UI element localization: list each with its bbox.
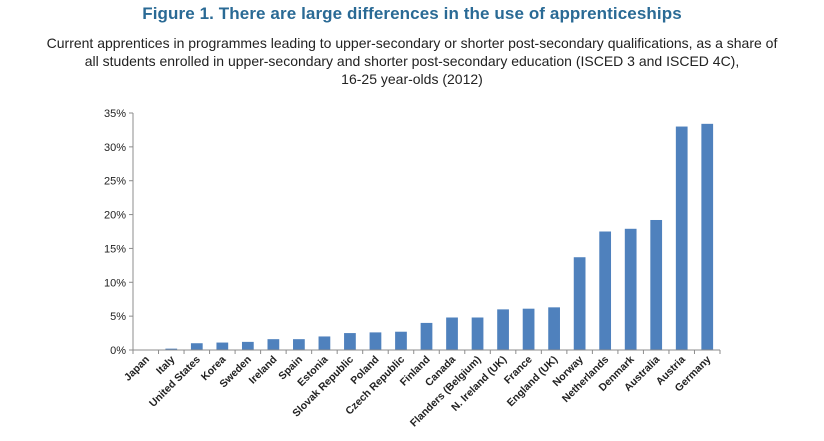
bar: [471, 317, 484, 350]
bar: [573, 257, 586, 350]
bar: [701, 123, 714, 350]
bar: [624, 228, 637, 350]
y-tick-label: 20%: [104, 210, 126, 222]
bar: [446, 317, 458, 350]
bar: [420, 322, 433, 350]
bar: [165, 348, 178, 350]
bar: [599, 231, 612, 350]
bar: [395, 331, 407, 350]
x-tick-label: Ireland: [247, 354, 280, 387]
bars: [165, 123, 714, 351]
chart-title-line-3: 16-25 year-olds (2012): [341, 71, 483, 87]
bar: [369, 332, 382, 350]
x-tick-label: Japan: [122, 354, 152, 384]
bar: [650, 219, 663, 350]
chart-title-line-1: Current apprentices in programmes leadin…: [46, 35, 778, 51]
y-tick-label: 35%: [104, 108, 126, 120]
bar: [548, 307, 560, 350]
y-axis: 0% 5% 10% 15% 20% 25% 30% 35%: [104, 108, 134, 357]
bar: [675, 126, 688, 351]
y-tick-label: 15%: [104, 243, 126, 255]
y-tick-label: 30%: [104, 142, 126, 154]
bar: [344, 333, 356, 350]
bar: [318, 336, 331, 350]
bar: [522, 308, 535, 350]
chart-title: Current apprentices in programmes leadin…: [0, 34, 824, 88]
y-tick-label: 5%: [110, 311, 126, 323]
y-tick-label: 10%: [104, 277, 126, 289]
chart-title-line-2: all students enrolled in upper-secondary…: [84, 53, 740, 69]
bar: [497, 309, 509, 350]
figure-title: Figure 1. There are large differences in…: [142, 4, 682, 23]
y-tick-label: 25%: [104, 176, 126, 188]
bar: [190, 343, 203, 350]
bar: [241, 341, 254, 350]
bar: [216, 342, 229, 350]
bar: [293, 339, 305, 350]
y-tick-label: 0%: [110, 345, 126, 357]
bar: [267, 339, 280, 350]
